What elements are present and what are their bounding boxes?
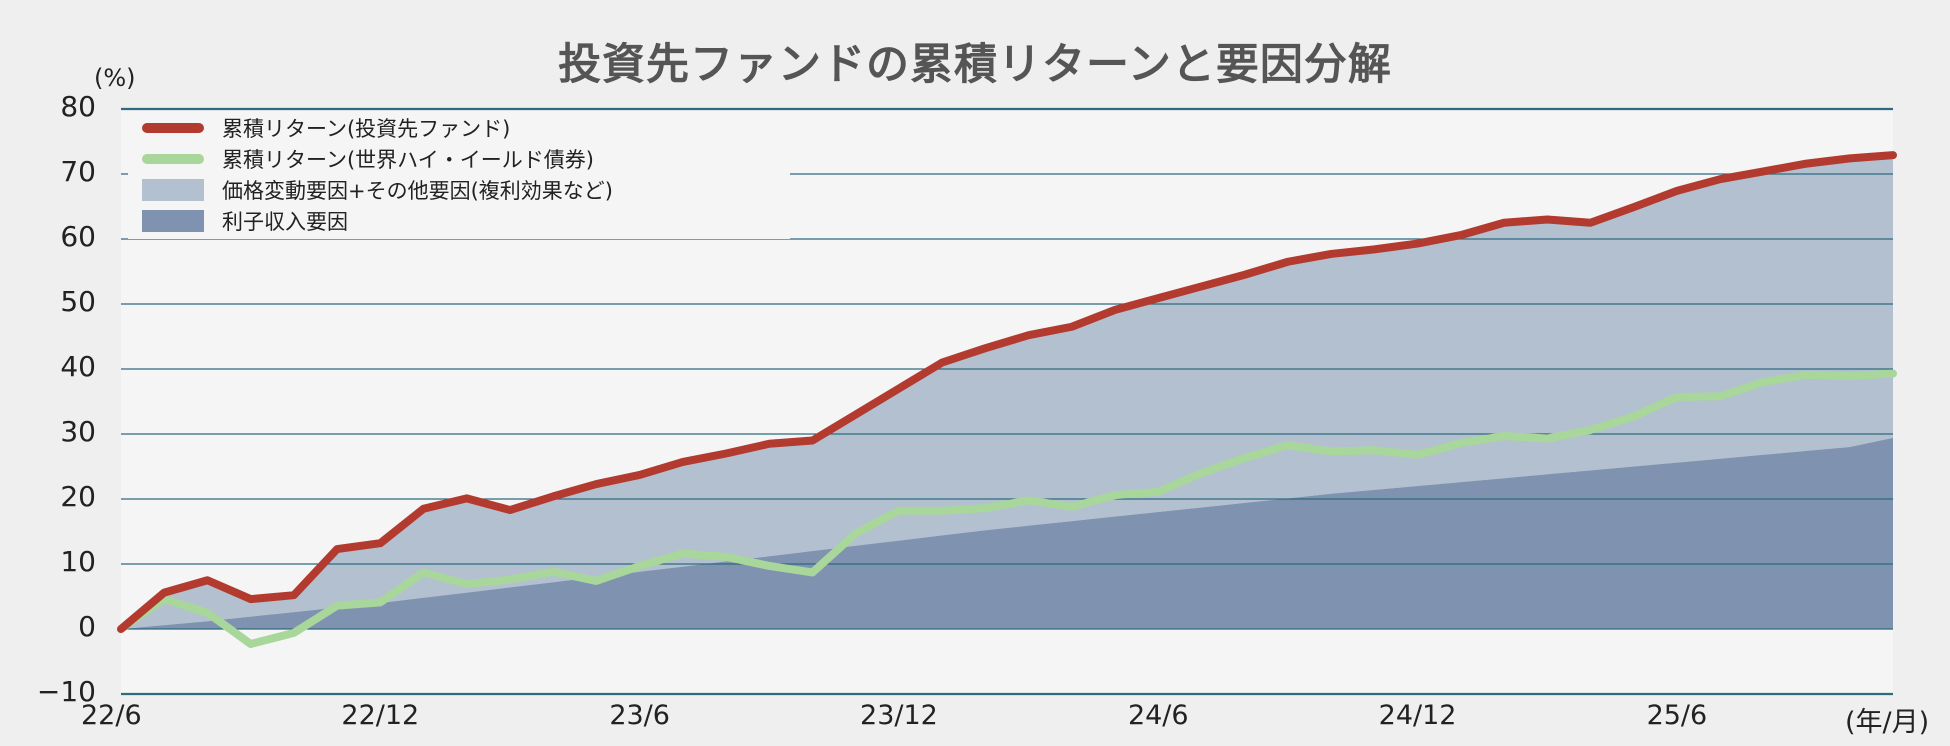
y-tick-label: 30 [60, 415, 96, 448]
legend-label: 累積リターン(投資先ファンド) [222, 117, 511, 141]
legend-label: 利子収入要因 [222, 210, 348, 234]
legend-item-income-factor: 利子収入要因 [142, 206, 348, 236]
x-tick-label: 23/12 [860, 700, 938, 731]
x-axis-unit: (年/月) [1845, 707, 1930, 738]
y-axis-unit: (%) [94, 64, 136, 92]
legend-item-hy-return: 累積リターン(世界ハイ・イールド債券) [142, 144, 594, 174]
y-tick-label: 60 [60, 220, 96, 253]
legend-item-fund-return: 累積リターン(投資先ファンド) [142, 113, 510, 143]
x-tick-label: 23/6 [609, 700, 670, 731]
x-tick-label: 22/6 [81, 700, 142, 731]
hy-bond-return-line [117, 369, 1897, 648]
y-tick-label: 40 [60, 350, 96, 383]
legend-label: 価格変動要因+その他要因(複利効果など) [222, 179, 613, 203]
y-tick-label: 70 [60, 155, 96, 188]
price-factor-area [121, 155, 1893, 629]
legend-swatch-red-line-icon [142, 123, 204, 133]
x-tick-label: 22/12 [341, 700, 420, 731]
legend-label: 累積リターン(世界ハイ・イールド債券) [222, 148, 594, 172]
y-tick-label: 20 [60, 480, 96, 513]
y-tick-label: 10 [60, 545, 96, 578]
y-tick-label: 80 [60, 90, 96, 123]
legend-item-price-factor: 価格変動要因+その他要因(複利効果など) [142, 175, 613, 205]
legend-swatch-light-area-icon [142, 179, 204, 201]
y-tick-label: 50 [60, 285, 96, 318]
y-tick-label: 0 [78, 610, 96, 643]
legend-swatch-dark-area-icon [142, 210, 204, 232]
chart-title: 投資先ファンドの累積リターンと要因分解 [558, 40, 1392, 90]
x-tick-label: 24/6 [1127, 700, 1189, 731]
legend-swatch-green-line-icon [142, 154, 204, 164]
y-tick-label: −10 [36, 675, 96, 708]
legend: 累積リターン(投資先ファンド) 累積リターン(世界ハイ・イールド債券) 価格変動… [128, 113, 790, 239]
fund-return-line [117, 151, 1897, 633]
x-tick-label: 24/12 [1378, 700, 1457, 731]
x-tick-label: 25/6 [1646, 700, 1708, 731]
income-factor-area [121, 437, 1893, 629]
